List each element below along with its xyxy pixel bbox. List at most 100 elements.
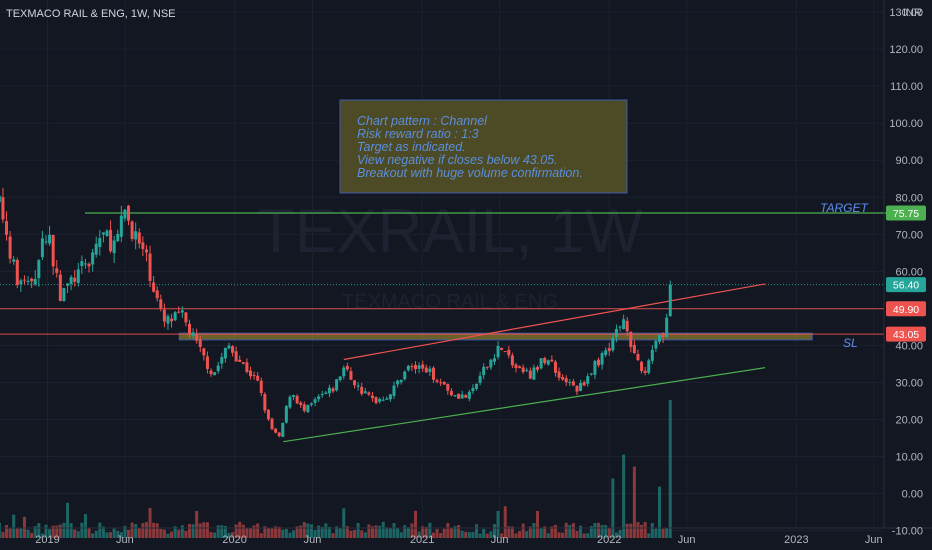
volume-bar [550, 526, 554, 538]
candle-body [227, 345, 231, 349]
volume-bar [227, 532, 231, 538]
volume-bar [446, 523, 450, 538]
candle-body [327, 387, 331, 394]
candle-body [248, 370, 252, 377]
price-badges: 75.75 56.40 49.90 43.05 [886, 205, 926, 342]
candle-body [428, 368, 432, 372]
volume-bar [284, 528, 288, 538]
candle-body [597, 359, 601, 366]
note-box[interactable]: Chart pattern : Channel Risk reward rati… [339, 99, 628, 194]
volume-bar [496, 510, 500, 538]
volume-bar [640, 524, 644, 538]
volume-bar [568, 525, 572, 538]
volume-bar [213, 532, 217, 538]
candle-body [553, 361, 557, 373]
y-tick-label: 80.00 [895, 192, 923, 204]
volume-bar [575, 531, 579, 538]
y-tick-label: 40.00 [895, 340, 923, 352]
volume-bar [231, 532, 235, 538]
candle-body [370, 395, 374, 399]
candle-body [482, 366, 486, 376]
candle-body [510, 355, 514, 366]
candle-body [202, 348, 206, 356]
candle-body [335, 379, 339, 391]
volume-bar [26, 529, 30, 538]
candle-body [521, 367, 525, 372]
candle-body [446, 383, 450, 391]
candle-body [453, 395, 457, 397]
volume-bar [0, 522, 1, 538]
candle-body [313, 399, 317, 403]
candle-body [503, 351, 507, 353]
volume-bar [489, 531, 493, 538]
volume-bar [205, 522, 209, 538]
volume-bar [83, 514, 87, 538]
candle-body [123, 209, 127, 219]
volume-bar [625, 523, 629, 538]
candle-body [177, 311, 181, 313]
volume-bar [424, 526, 428, 538]
candle-body [87, 263, 91, 267]
candle-body [173, 312, 177, 321]
candle-body [76, 269, 80, 283]
candle-body [58, 274, 62, 301]
candle-body [320, 394, 324, 396]
candle-body [256, 375, 260, 381]
candle-body [557, 371, 561, 378]
volume-bar [614, 532, 618, 538]
candle-body [604, 350, 608, 356]
candle-body [112, 240, 116, 254]
volume-bar [306, 523, 310, 538]
volume-bar [431, 532, 435, 538]
volume-bar [30, 532, 34, 538]
volume-bar [521, 523, 525, 538]
candle-body [73, 277, 77, 282]
candle-body [360, 386, 364, 394]
volume-bar [665, 528, 669, 538]
candle-body [292, 395, 296, 397]
time-axis[interactable]: 2019 Jun 2020 Jun 2021 Jun 2022 Jun 2023 Jun [35, 534, 882, 546]
candle-body [431, 367, 435, 380]
volume-bar [73, 529, 77, 538]
candle-body [252, 375, 256, 377]
candle-body [571, 381, 575, 386]
candle-body [26, 280, 30, 282]
candle-body [381, 399, 385, 401]
volume-bar [543, 526, 547, 538]
candle-body [15, 260, 19, 285]
candle-body [195, 334, 199, 341]
candle-body [281, 422, 285, 437]
candle-body [98, 238, 102, 248]
volume-bar [198, 523, 202, 538]
volume-bar [378, 525, 382, 538]
volume-bar [130, 522, 134, 538]
candle-body [180, 310, 184, 313]
candle-body [162, 309, 166, 322]
candle-body [632, 344, 636, 354]
candle-body [600, 353, 604, 365]
volume-bar [144, 522, 148, 538]
candle-body [668, 284, 672, 317]
trendline-upper[interactable] [343, 283, 766, 361]
volume-bar [223, 525, 227, 538]
volume-bar [123, 525, 127, 538]
trendline-lower[interactable] [283, 367, 766, 443]
volume-bar [514, 533, 518, 538]
candle-body [266, 409, 270, 420]
candle-body [166, 316, 170, 324]
candle-body [417, 365, 421, 369]
volume-bar [510, 526, 514, 538]
candle-body [536, 367, 540, 370]
volume-bar [360, 530, 364, 538]
volume-bar [266, 528, 270, 538]
volume-bar [202, 522, 206, 538]
candle-body [661, 333, 665, 338]
volume-bar [1, 531, 5, 538]
volume-bar [661, 528, 665, 538]
candle-body [144, 249, 148, 253]
candle-body [284, 406, 288, 423]
volume-bar [650, 523, 654, 538]
volume-bar [220, 525, 224, 538]
volume-bar [134, 524, 138, 538]
